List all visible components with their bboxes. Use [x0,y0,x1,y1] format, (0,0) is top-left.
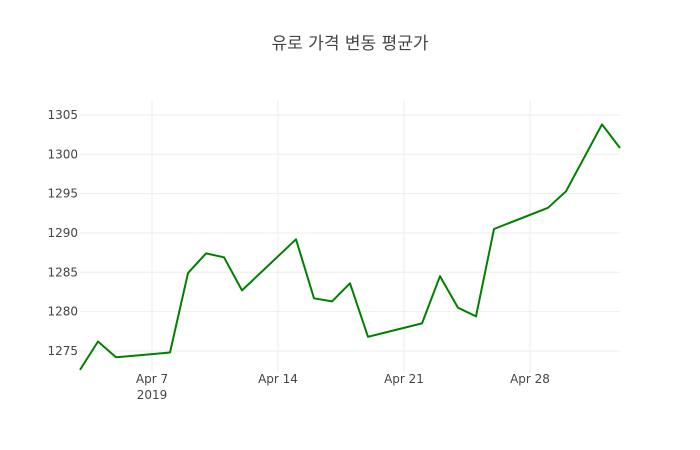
y-axis-tick-labels: 1275 1280 1285 1290 1295 1300 1305 [47,108,78,358]
y-tick-label: 1305 [47,108,78,122]
y-tick-label: 1285 [47,265,78,279]
y-tick-label: 1300 [47,147,78,161]
x-gridlines [151,100,531,373]
y-tick-label: 1295 [47,187,78,201]
price-line-series[interactable] [79,123,621,371]
y-gridlines [80,114,620,352]
x-tick-label: Apr 21 [384,372,424,386]
y-tick-label: 1290 [47,226,78,240]
x-tick-year-label: 2019 [137,388,168,402]
x-tick-label: Apr 14 [258,372,298,386]
x-axis-tick-labels: Apr 7 2019 Apr 14 Apr 21 Apr 28 [136,372,550,402]
chart-title: 유로 가격 변동 평균가 [272,34,429,54]
y-tick-label: 1280 [47,305,78,319]
x-tick-label: Apr 7 [136,372,168,386]
x-tick-label: Apr 28 [510,372,550,386]
y-tick-label: 1275 [47,344,78,358]
